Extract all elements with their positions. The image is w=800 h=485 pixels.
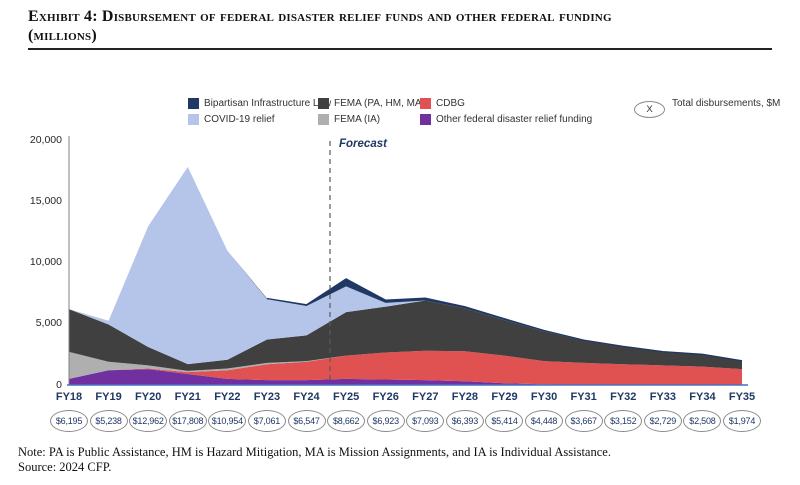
legend-swatch-cdbg [420,98,431,109]
legend-item-label: FEMA (PA, HM, MA) [334,98,425,109]
total-ellipse-fy27: $7,093 [406,410,445,432]
x-axis-label-fy22: FY22 [214,391,241,403]
legend-item-label: FEMA (IA) [334,114,381,125]
area-fema-pa [69,300,742,371]
x-axis-label-fy30: FY30 [530,391,558,403]
total-ellipse-fy34: $2,508 [683,410,722,432]
area-cdbg [69,350,742,385]
x-axis-label-fy24: FY24 [293,391,320,403]
x-axis-label-fy35: FY35 [728,391,756,403]
x-axis-label-fy33: FY33 [649,391,676,403]
forecast-label: Forecast [339,138,387,150]
y-axis-tick-label: 0 [56,378,62,391]
total-ellipse-fy30: $4,448 [525,410,564,432]
legend-item-cdbg: CDBG [420,98,465,109]
source-text: Source: 2024 CFP. [18,460,112,474]
total-ellipse-fy22: $10,954 [208,410,247,432]
note-text: Note: PA is Public Assistance, HM is Haz… [18,445,611,459]
x-axis-label-fy34: FY34 [689,391,716,403]
x-axis-label-fy18: FY18 [55,391,83,403]
total-ellipse-fy21: $17,808 [168,410,207,432]
total-ellipse-fy20: $12,962 [129,410,168,432]
total-ellipse-fy32: $3,152 [604,410,643,432]
total-ellipse-fy28: $6,393 [445,410,484,432]
exhibit-title: Exhibit 4: Disbursement of federal disas… [28,7,772,50]
x-axis-label-fy32: FY32 [610,391,637,403]
total-ellipse-fy35: $1,974 [723,410,762,432]
total-ellipse-fy24: $6,547 [287,410,326,432]
legend-item-fema-pa: FEMA (PA, HM, MA) [318,98,425,109]
total-ellipse-fy18: $6,195 [50,410,88,432]
legend-swatch-covid [188,114,199,125]
legend-item-label: Other federal disaster relief funding [436,114,593,125]
legend-swatch-fema-pa [318,98,329,109]
area-other [69,369,742,385]
legend-item-other: Other federal disaster relief funding [420,114,592,125]
total-ellipse-fy19: $5,238 [89,410,128,432]
x-axis-label-fy28: FY28 [451,391,479,403]
legend-swatch-other [420,114,431,125]
legend-item-label: COVID-19 relief [204,114,275,125]
area-covid [69,166,742,365]
legend-item-label: Bipartisan Infrastructure Law [204,98,332,109]
total-marker-label: Total disbursements, $M [672,98,781,109]
legend-item-bil: Bipartisan Infrastructure Law [188,98,331,109]
y-axis-tick-label: 5,000 [35,317,62,330]
total-ellipse-fy29: $5,414 [485,410,524,432]
y-axis-tick-label: 10,000 [29,256,62,268]
total-ellipse-fy31: $3,667 [564,410,603,432]
x-axis-label-fy19: FY19 [95,391,122,403]
total-marker-x: X [646,104,653,115]
x-axis-label-fy21: FY21 [174,391,201,403]
total-ellipse-fy23: $7,061 [247,410,286,432]
y-axis-tick-label: 15,000 [29,194,62,207]
legend-item-fema-ia: FEMA (IA) [318,114,380,125]
exhibit-title-line1: Exhibit 4: Disbursement of federal disas… [28,8,612,25]
total-ellipse-fy26: $6,923 [366,410,405,432]
legend-swatch-bil [188,98,199,109]
x-axis-label-fy20: FY20 [135,391,162,403]
exhibit-title-line2: (millions) [28,27,97,44]
x-axis-label-fy26: FY26 [372,391,399,403]
legend-swatch-fema-ia [318,114,329,125]
x-axis-label-fy25: FY25 [332,391,360,403]
total-ellipse-fy33: $2,729 [643,410,682,432]
x-axis-label-fy27: FY27 [412,391,439,403]
x-axis-label-fy23: FY23 [253,391,281,403]
y-axis-tick-label: 20,000 [29,133,62,146]
total-marker-ellipse: X [634,101,665,118]
x-axis-label-fy29: FY29 [491,391,518,403]
bil-top-edge-line [266,278,743,362]
total-ellipse-fy25: $8,662 [327,410,366,432]
x-axis-label-fy31: FY31 [570,391,597,403]
legend-item-label: CDBG [436,98,465,109]
legend-item-covid: COVID-19 relief [188,114,275,125]
